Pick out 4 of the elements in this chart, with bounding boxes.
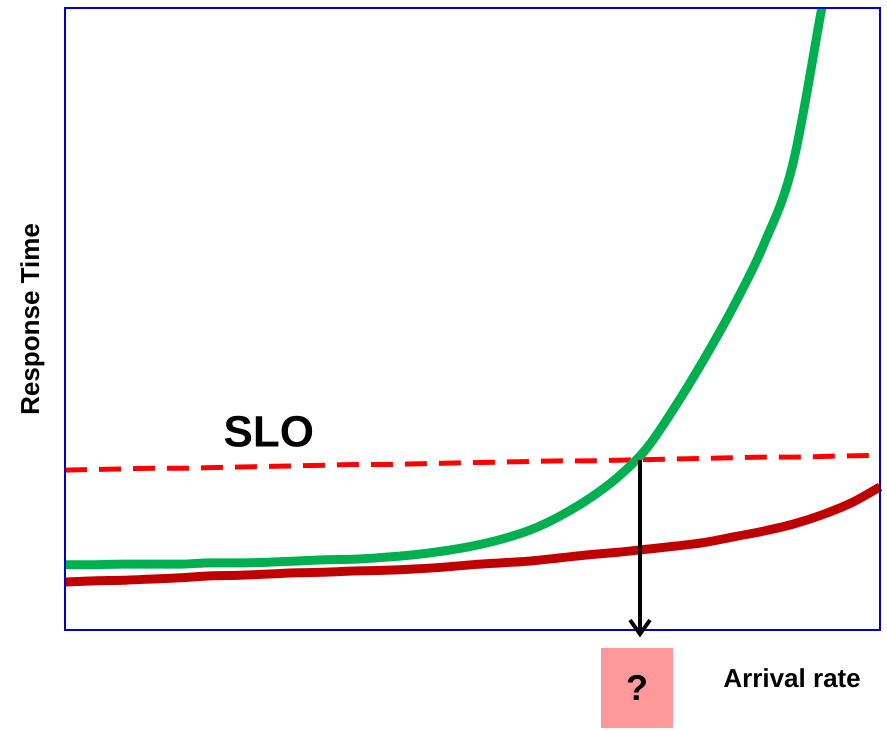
question-box: ? xyxy=(601,648,673,728)
x-axis-title: Arrival rate xyxy=(723,663,861,694)
y-axis-title: Response Time xyxy=(15,223,46,415)
series-label: SLO xyxy=(224,408,314,457)
